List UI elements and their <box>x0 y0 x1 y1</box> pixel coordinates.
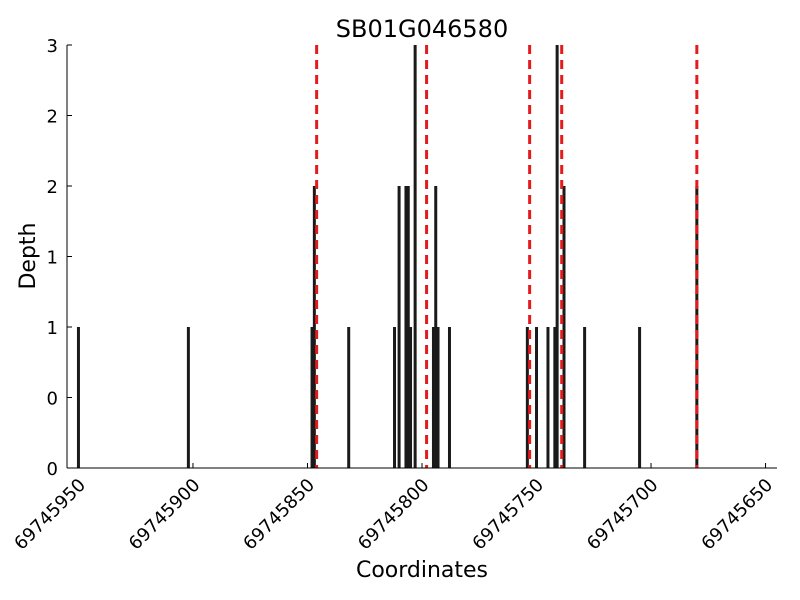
bar-8 <box>406 186 410 468</box>
bar-7 <box>404 186 408 468</box>
y-tick-label-3: 1 <box>47 248 58 269</box>
bar-19 <box>555 45 559 468</box>
y-tick-label-2: 1 <box>47 318 58 339</box>
x-tick-label-2: 69745850 <box>239 475 319 555</box>
chart-title: SB01G046580 <box>336 15 508 43</box>
bar-10 <box>413 45 417 468</box>
y-tick-label-0: 0 <box>47 459 58 480</box>
bar-5 <box>393 327 397 468</box>
bar-16 <box>535 327 539 468</box>
bar-14 <box>447 327 451 468</box>
bar-9 <box>409 327 413 468</box>
bar-2 <box>310 327 314 468</box>
y-tick-label-4: 2 <box>47 177 58 198</box>
bar-20 <box>562 186 566 468</box>
bar-13 <box>436 327 440 468</box>
x-tick-label-4: 69745750 <box>468 475 548 555</box>
y-axis-ticks: 0 0 1 1 2 2 3 <box>47 36 72 480</box>
bar-22 <box>638 327 642 468</box>
y-tick-label-1: 0 <box>47 389 58 410</box>
y-tick-label-5: 2 <box>47 107 58 128</box>
bar-17 <box>546 327 550 468</box>
x-tick-label-0: 69745950 <box>10 475 90 555</box>
x-tick-label-3: 69745800 <box>354 475 434 555</box>
x-tick-label-1: 69745900 <box>125 475 205 555</box>
y-tick-label-6: 3 <box>47 36 58 57</box>
bars <box>76 45 699 468</box>
bar-3 <box>312 186 316 468</box>
bar-15 <box>525 327 529 468</box>
x-tick-label-6: 69745650 <box>697 475 777 555</box>
reference-lines <box>315 45 699 468</box>
bar-12 <box>434 186 438 468</box>
bar-6 <box>397 186 401 468</box>
x-axis-ticks: 69745950 69745900 69745850 69745800 69745750… <box>10 463 777 554</box>
bar-1 <box>186 327 190 468</box>
bar-0 <box>76 327 80 468</box>
y-axis-label: Depth <box>16 222 41 289</box>
x-axis-label: Coordinates <box>356 558 488 583</box>
bar-4 <box>347 327 351 468</box>
bar-23 <box>695 186 699 468</box>
axes <box>66 45 777 469</box>
x-tick-label-5: 69745700 <box>583 475 663 555</box>
bar-21 <box>583 327 587 468</box>
bar-11 <box>431 327 435 468</box>
bar-18 <box>553 327 557 468</box>
